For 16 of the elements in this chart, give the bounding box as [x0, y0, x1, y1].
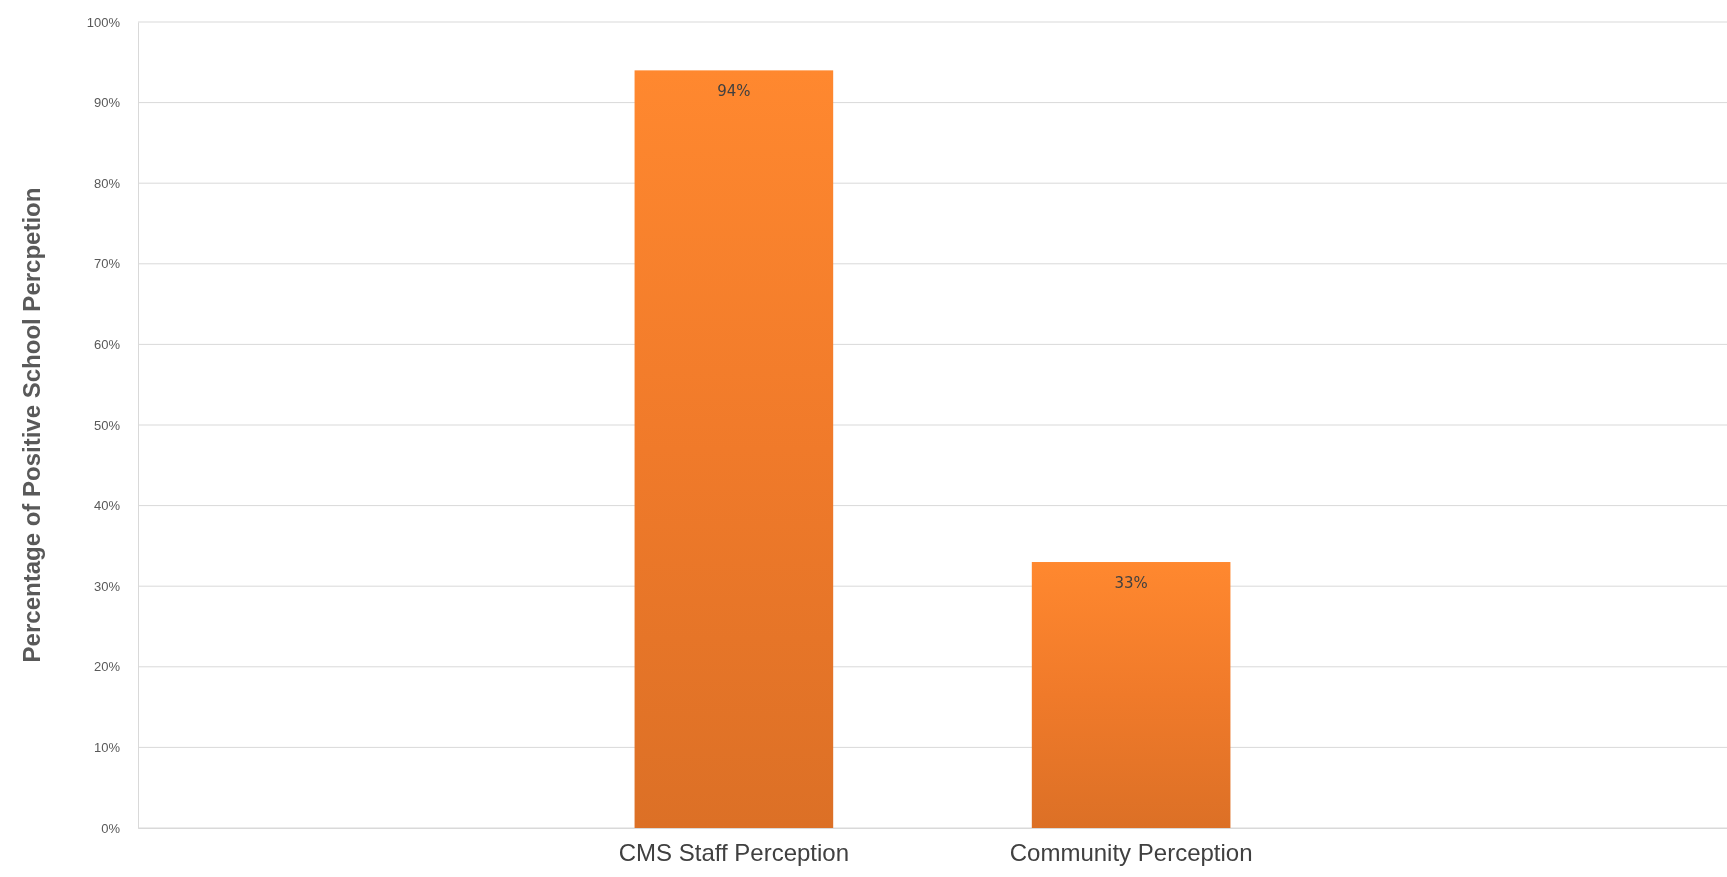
x-tick-label: Community Perception — [1009, 839, 1253, 867]
y-tick-label: 50% — [93, 417, 121, 433]
y-tick-label: 10% — [93, 740, 121, 756]
y-tick-label: 40% — [93, 498, 121, 514]
x-tick-label: CMS Staff Perception — [618, 839, 850, 867]
y-tick-label: 30% — [93, 578, 121, 594]
data-label: 33% — [1114, 574, 1148, 593]
data-label: 94% — [717, 82, 751, 101]
y-tick-label: 100% — [86, 14, 121, 30]
y-tick-label: 90% — [93, 95, 121, 111]
y-tick-label: 70% — [93, 256, 121, 272]
y-axis-title: Percentage of Positive School Percpetion — [18, 187, 45, 663]
y-tick-label: 0% — [101, 820, 121, 836]
y-tick-label: 60% — [93, 337, 121, 353]
y-tick-label: 80% — [93, 175, 121, 191]
y-tick-label: 20% — [93, 659, 121, 675]
